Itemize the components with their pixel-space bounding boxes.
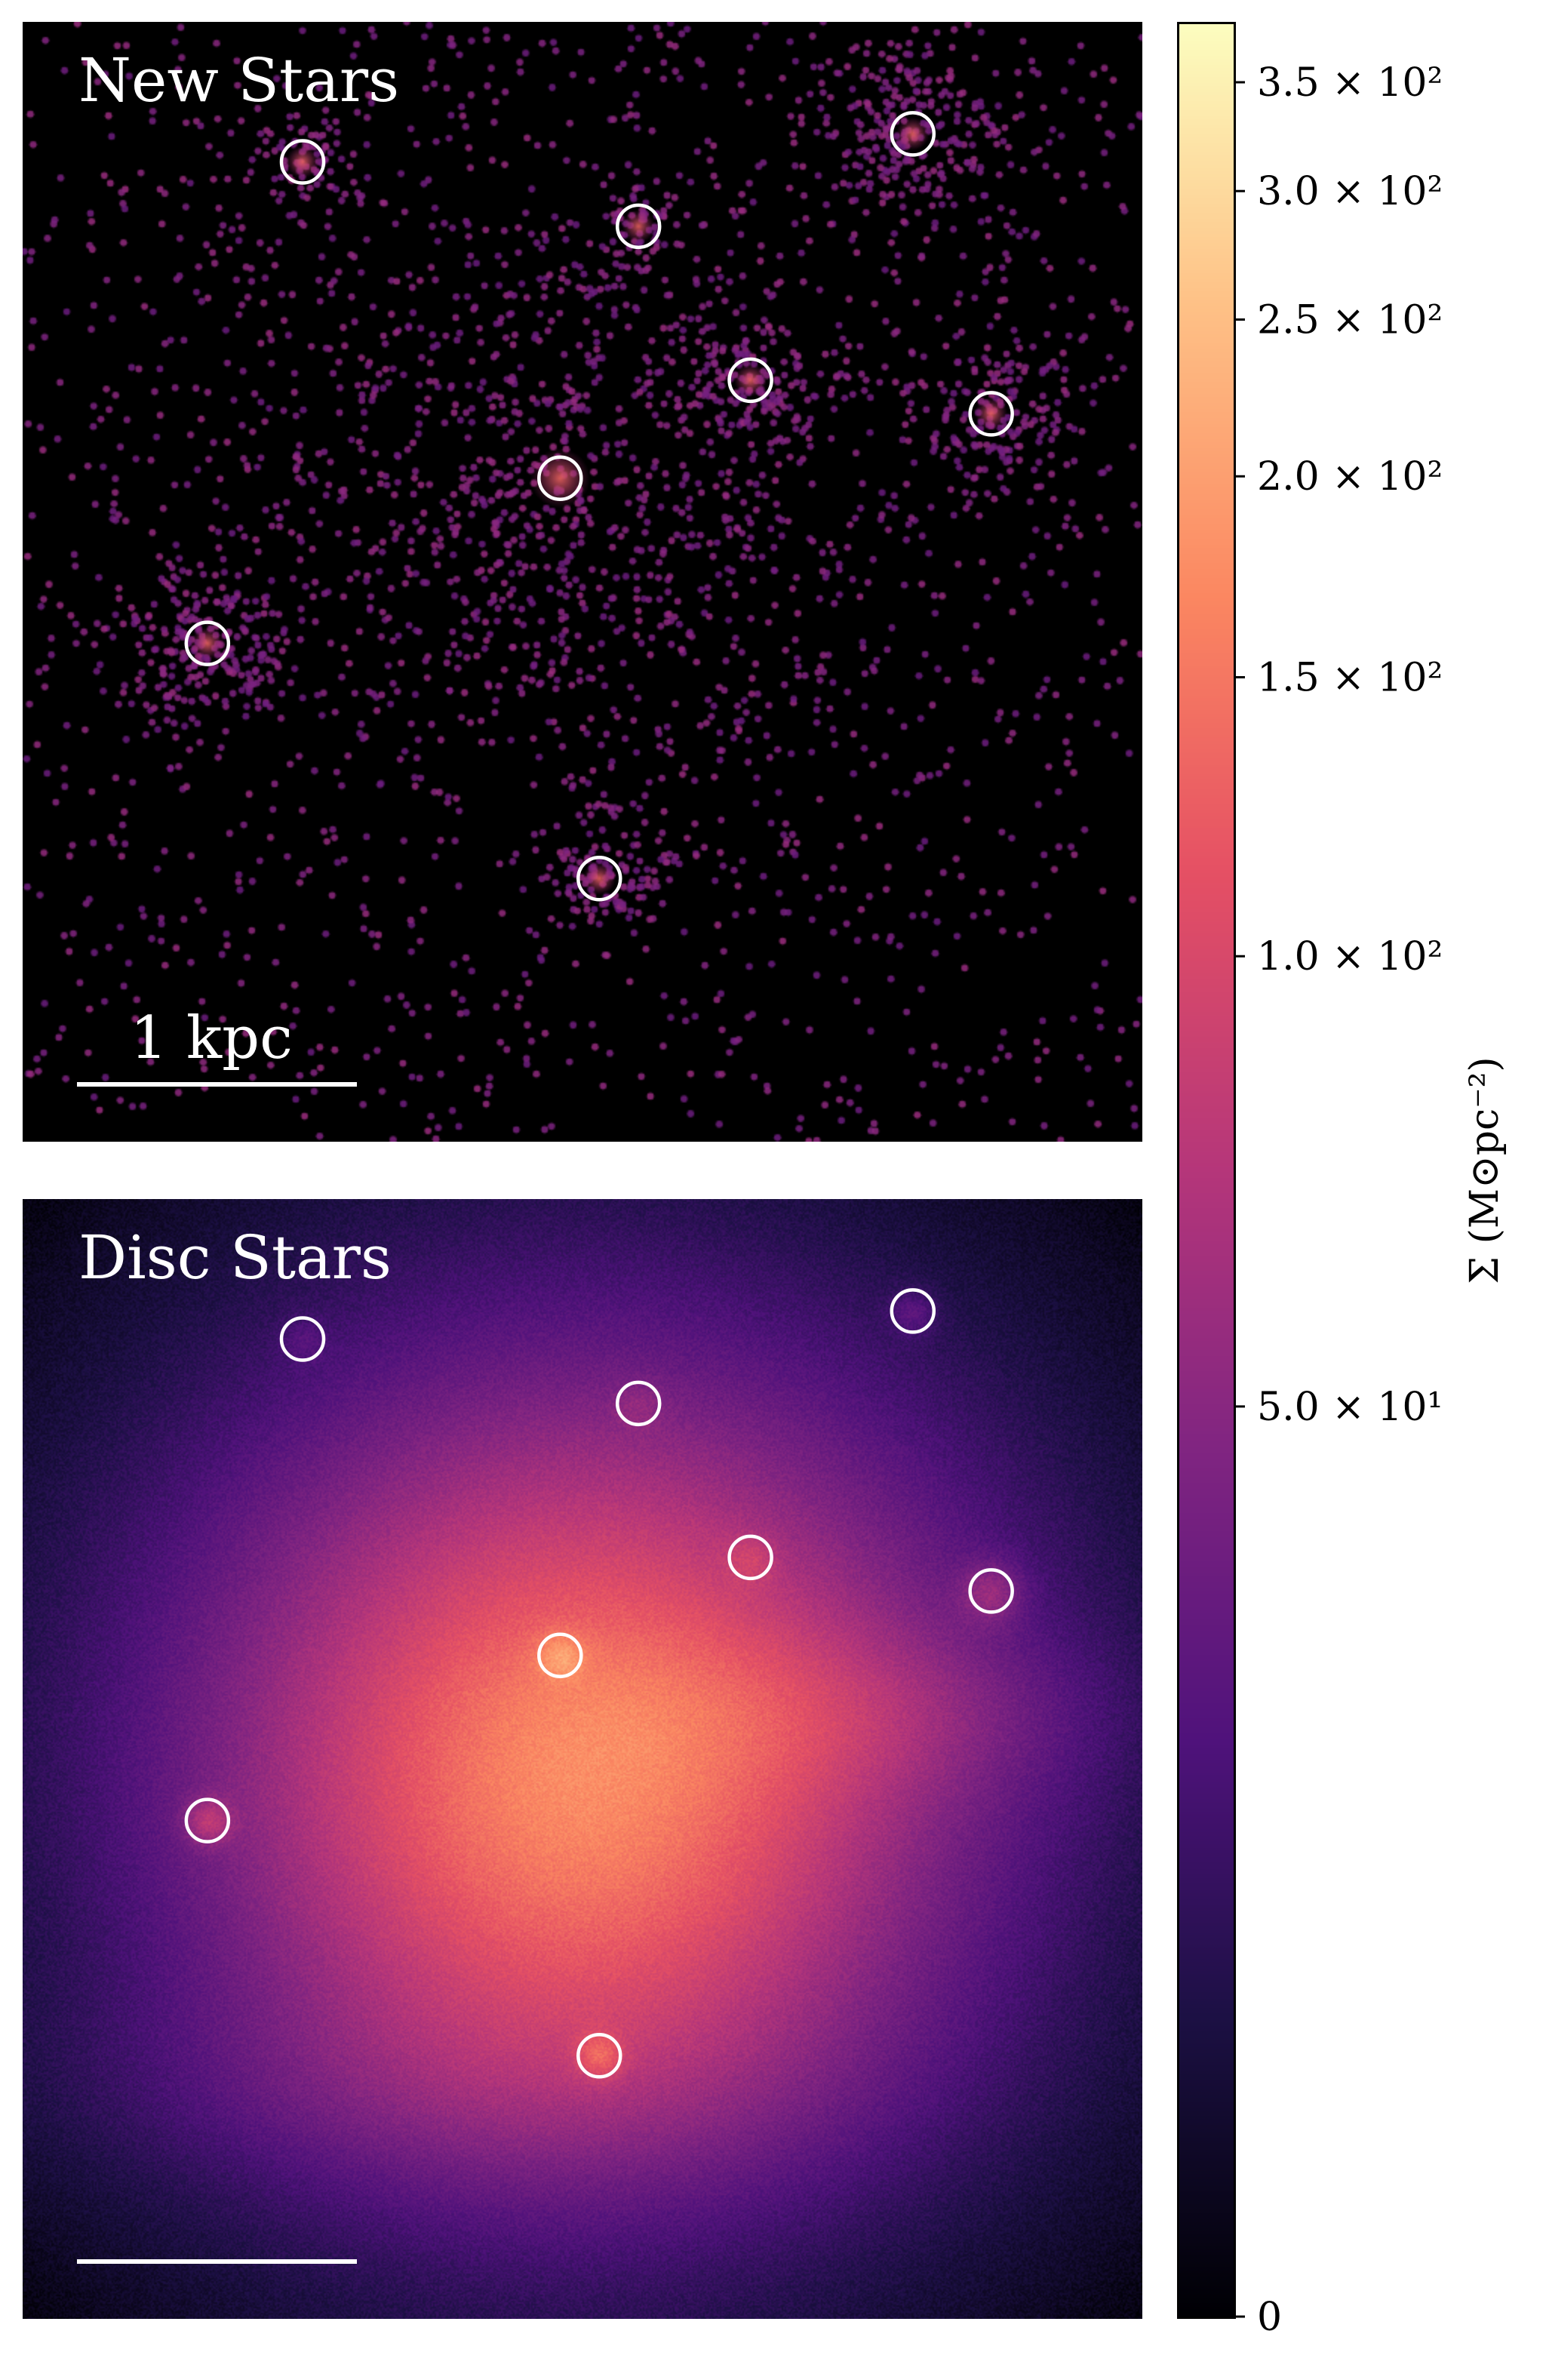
cluster-marker: [184, 620, 231, 666]
cluster-marker: [279, 139, 326, 185]
colorbar-tick-label: 2.0 × 10²: [1257, 454, 1443, 500]
new-stars-cluster-overlay: [77, 111, 1014, 1087]
colorbar: [1177, 22, 1236, 2319]
colorbar-tick-label: 5.0 × 10¹: [1257, 1385, 1443, 1430]
scale-bar-label: 1 kpc: [130, 1004, 293, 1072]
cluster-marker: [890, 1288, 936, 1334]
disc-stars-title: Disc Stars: [78, 1222, 392, 1293]
cluster-marker: [279, 1316, 326, 1362]
new-stars-title: New Stars: [78, 45, 400, 115]
cluster-marker: [890, 111, 936, 157]
colorbar-tick-label: 3.0 × 10²: [1257, 169, 1443, 214]
colorbar-tick-label: 1.5 × 10²: [1257, 655, 1443, 700]
new-stars-density-map: [23, 22, 1142, 1142]
new-stars-panel: New Stars 1 kpc: [23, 22, 1142, 1142]
disc-stars-panel: Disc Stars: [23, 1199, 1142, 2319]
cluster-marker: [968, 1568, 1014, 1614]
disc-stars-density-map: [23, 1199, 1142, 2319]
colorbar-tick-label: 2.5 × 10²: [1257, 297, 1443, 343]
cluster-marker: [537, 1632, 583, 1678]
cluster-marker: [727, 357, 773, 404]
colorbar-label: Σ (M⊙pc⁻²): [1462, 1056, 1508, 1284]
cluster-marker: [576, 2033, 622, 2079]
cluster-marker: [576, 856, 622, 902]
cluster-marker: [184, 1797, 231, 1843]
cluster-marker: [727, 1534, 773, 1581]
colorbar-tick-label: 3.5 × 10²: [1257, 60, 1443, 106]
colorbar-tick-label: 0: [1257, 2295, 1282, 2340]
cluster-marker: [537, 455, 583, 501]
cluster-marker: [968, 391, 1014, 437]
cluster-marker: [615, 1380, 662, 1427]
cluster-marker: [615, 203, 662, 250]
colorbar-tick-label: 1.0 × 10²: [1257, 934, 1443, 979]
colorbar-ticks: 0 5.0 × 10¹ 1.0 × 10² 1.5 × 10² 2.0 × 10² 2.5…: [1236, 60, 1443, 2340]
disc-stars-cluster-overlay: [77, 1288, 1014, 2264]
